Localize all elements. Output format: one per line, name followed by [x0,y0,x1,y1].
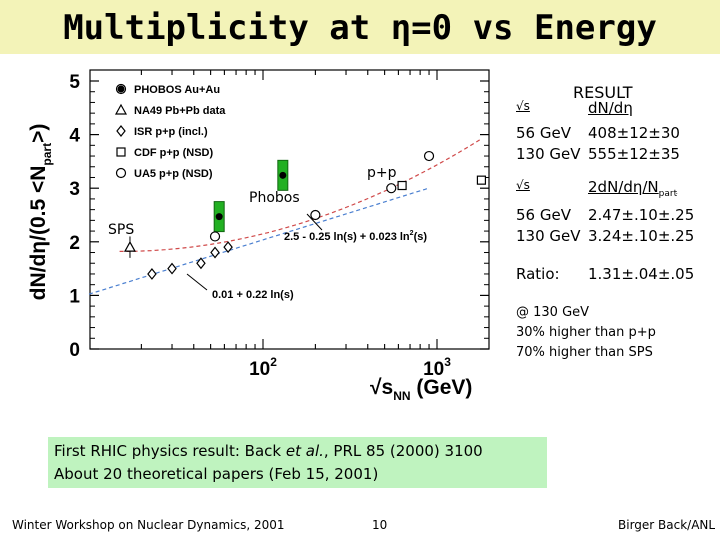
data-point [476,175,487,185]
data-point [167,262,177,275]
result-row-4-value: 3.24±.10±.25 [588,227,695,245]
result-row-2-energy: 130 GeV [516,145,581,163]
y-tick-label: 3 [69,179,80,200]
data-point [397,180,407,191]
data-point [386,183,397,194]
fit-low-label: 0.01 + 0.22 ln(s) [212,289,294,301]
y-tick-label: 5 [69,72,80,93]
data-point [423,150,435,162]
footer-left: Winter Workshop on Nuclear Dynamics, 200… [12,518,285,532]
legend-marker [114,103,128,115]
note-line-1: @ 130 GeV [516,305,590,320]
phobos-label: Phobos [249,190,300,206]
data-point [209,231,221,242]
result-row-1-energy: 56 GeV [516,124,571,142]
data-point [279,171,287,179]
note-line-3: 70% higher than SPS [516,345,653,360]
result-row-1-value: 408±12±30 [588,124,680,142]
fit-low-pointer [186,273,208,291]
data-point [310,209,321,221]
fit-high-pointer [306,213,323,231]
legend-marker [116,147,126,157]
result-col1-label: √s [516,99,530,113]
result-row-4-energy: 130 GeV [516,227,581,245]
multiplicity-chart: 0 1 2 3 4 5 102 103 PHOBOS Au+Au NA49 Pb+Pb data… [27,69,490,402]
data-point [223,241,233,254]
citation-line-1: First RHIC physics result: Back et al., … [54,442,483,460]
chart-axes: 0 1 2 3 4 5 102 103 [69,69,490,380]
note-line-2: 30% higher than p+p [516,325,656,340]
fit-curves [88,138,482,295]
y-tick-label: 1 [69,286,80,307]
fit-high-label: 2.5 - 0.25 ln(s) + 0.023 ln2(s) [284,230,427,243]
legend-marker [117,85,125,93]
ratio-value: 1.31±.04±.05 [588,265,695,283]
data-point [215,213,223,221]
y-tick-label: 2 [69,233,80,254]
y-tick-label: 4 [69,126,80,147]
result-col2b-label: 2dN/dη/Npart [588,178,678,199]
result-row-3-value: 2.47±.10±.25 [588,206,695,224]
y-axis-label: dN/dη/(0.5 <Npart>) [27,124,54,301]
legend-label: UA5 p+p (NSD) [134,168,213,180]
pp-label: p+p [367,165,397,181]
result-header: RESULT [573,83,633,102]
result-col1b-label: √s [516,178,530,192]
result-row-2-value: 555±12±35 [588,145,680,163]
data-point [210,246,220,259]
legend-label: NA49 Pb+Pb data [134,105,226,117]
citation-line-2: About 20 theoretical papers (Feb 15, 200… [54,465,379,483]
legend-label: PHOBOS Au+Au [134,84,220,96]
footer-page-number: 10 [372,518,388,532]
legend-label: CDF p+p (NSD) [134,147,213,159]
data-point [123,240,137,252]
ratio-label: Ratio: [516,265,560,283]
footer-right: Birger Back/ANL [618,518,716,532]
legend-label: ISR p+p (incl.) [134,126,208,138]
result-row-3-energy: 56 GeV [516,206,571,224]
legend-marker [116,125,126,137]
slide-title: Multiplicity at η=0 vs Energy [63,8,657,48]
x-tick-label: 103 [423,355,451,380]
legend-marker [115,167,127,179]
y-tick-label: 0 [69,340,80,361]
data-point [196,257,206,270]
result-col2-label: dN/dη [588,99,633,117]
data-points [123,150,487,280]
fit-curve [88,187,430,295]
title-bar [0,0,720,54]
citation-box: First RHIC physics result: Back et al., … [48,437,547,488]
chart-labels: √sNN (GeV) dN/dη/(0.5 <Npart>) Phobos SPS p+… [27,124,472,402]
x-tick-label: 102 [249,355,277,380]
sps-label: SPS [108,222,134,238]
fit-curve [119,138,482,252]
chart-legend: PHOBOS Au+Au NA49 Pb+Pb data ISR p+p (incl… [114,83,226,180]
x-axis-label: √sNN (GeV) [370,376,472,402]
data-point [147,267,157,280]
